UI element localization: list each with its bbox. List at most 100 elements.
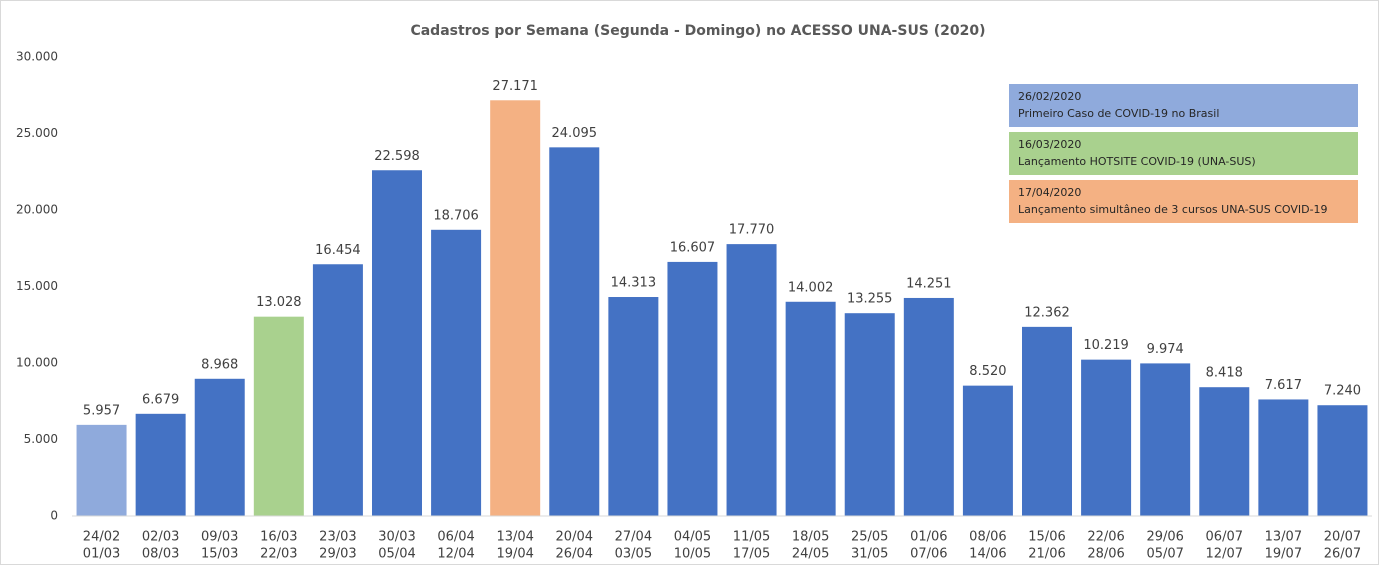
value-label: 16.454 xyxy=(315,243,361,258)
value-label: 8.418 xyxy=(1206,366,1243,381)
value-label: 13.255 xyxy=(847,292,893,307)
x-tick-label: 31/05 xyxy=(851,547,888,562)
bar xyxy=(962,385,1013,516)
value-label: 10.219 xyxy=(1083,338,1129,353)
annotation-box xyxy=(1009,180,1358,223)
bar xyxy=(1081,359,1132,516)
x-tick-label: 22/06 xyxy=(1087,530,1124,545)
x-tick-label: 10/05 xyxy=(674,547,711,562)
value-label: 7.240 xyxy=(1324,384,1361,399)
bar xyxy=(1199,387,1250,516)
annotation-box xyxy=(1009,84,1358,127)
y-tick-label: 20.000 xyxy=(16,203,58,217)
value-label: 14.313 xyxy=(611,276,657,291)
x-tick-label: 29/03 xyxy=(319,547,356,562)
bar xyxy=(549,147,600,516)
bar xyxy=(490,100,541,517)
bar xyxy=(608,297,659,516)
x-tick-label: 16/03 xyxy=(260,530,297,545)
x-tick-label: 06/04 xyxy=(437,530,474,545)
bar xyxy=(1258,399,1309,516)
bar xyxy=(1140,363,1191,516)
value-label: 24.095 xyxy=(552,126,598,141)
bar xyxy=(903,297,954,516)
bar xyxy=(253,316,304,516)
chart-title: Cadastros por Semana (Segunda - Domingo)… xyxy=(410,23,985,39)
x-tick-label: 12/04 xyxy=(437,547,474,562)
value-label: 5.957 xyxy=(83,403,120,418)
annotation-text: Primeiro Caso de COVID-19 no Brasil xyxy=(1018,107,1219,120)
value-label: 22.598 xyxy=(374,149,420,164)
x-tick-label: 21/06 xyxy=(1028,547,1065,562)
y-tick-label: 5.000 xyxy=(24,432,58,446)
x-tick-label: 07/06 xyxy=(910,547,947,562)
x-tick-label: 27/04 xyxy=(615,530,652,545)
bar xyxy=(726,244,777,516)
annotation-date: 26/02/2020 xyxy=(1018,90,1081,103)
bar xyxy=(431,229,482,516)
x-tick-label: 13/07 xyxy=(1265,530,1302,545)
x-tick-label: 24/02 xyxy=(83,530,120,545)
value-label: 7.617 xyxy=(1265,378,1302,393)
x-tick-label: 19/07 xyxy=(1265,547,1302,562)
annotation-text: Lançamento HOTSITE COVID-19 (UNA-SUS) xyxy=(1018,155,1256,168)
value-label: 16.607 xyxy=(670,240,716,255)
x-tick-label: 18/05 xyxy=(792,530,829,545)
x-tick-label: 04/05 xyxy=(674,530,711,545)
value-label: 13.028 xyxy=(256,295,302,310)
x-tick-label: 15/06 xyxy=(1028,530,1065,545)
x-tick-label: 01/06 xyxy=(910,530,947,545)
value-label: 8.520 xyxy=(969,364,1006,379)
bar xyxy=(194,378,245,516)
bar xyxy=(76,424,127,516)
x-tick-label: 15/03 xyxy=(201,547,238,562)
x-tick-label: 05/07 xyxy=(1146,547,1183,562)
x-tick-label: 30/03 xyxy=(378,530,415,545)
value-label: 12.362 xyxy=(1024,305,1070,320)
bar xyxy=(1317,405,1368,516)
x-tick-label: 08/03 xyxy=(142,547,179,562)
x-tick-label: 09/03 xyxy=(201,530,238,545)
x-tick-label: 01/03 xyxy=(83,547,120,562)
x-tick-label: 20/07 xyxy=(1324,530,1361,545)
x-tick-label: 28/06 xyxy=(1087,547,1124,562)
x-tick-label: 24/05 xyxy=(792,547,829,562)
bar xyxy=(1022,326,1072,516)
x-tick-label: 23/03 xyxy=(319,530,356,545)
x-tick-label: 22/03 xyxy=(260,547,297,562)
value-label: 6.679 xyxy=(142,392,179,407)
value-label: 14.002 xyxy=(788,280,834,295)
annotation-text: Lançamento simultâneo de 3 cursos UNA-SU… xyxy=(1018,203,1328,216)
x-tick-label: 02/03 xyxy=(142,530,179,545)
x-tick-label: 14/06 xyxy=(969,547,1006,562)
x-tick-label: 26/07 xyxy=(1324,547,1361,562)
value-label: 17.770 xyxy=(729,223,775,238)
x-tick-label: 05/04 xyxy=(378,547,415,562)
x-tick-label: 06/07 xyxy=(1206,530,1243,545)
value-label: 14.251 xyxy=(906,276,952,291)
bar xyxy=(135,413,186,516)
value-label: 18.706 xyxy=(433,208,479,223)
y-tick-label: 0 xyxy=(50,509,58,523)
value-label: 8.968 xyxy=(201,357,238,372)
x-tick-label: 20/04 xyxy=(556,530,593,545)
x-tick-label: 25/05 xyxy=(851,530,888,545)
x-tick-label: 08/06 xyxy=(969,530,1006,545)
annotation-box xyxy=(1009,132,1358,175)
x-tick-label: 03/05 xyxy=(615,547,652,562)
x-tick-label: 29/06 xyxy=(1146,530,1183,545)
bar xyxy=(785,301,836,516)
y-tick-label: 30.000 xyxy=(16,50,58,64)
x-tick-label: 13/04 xyxy=(496,530,533,545)
y-tick-label: 10.000 xyxy=(16,356,58,370)
y-tick-label: 15.000 xyxy=(16,279,58,293)
annotation-date: 16/03/2020 xyxy=(1018,138,1081,151)
value-label: 9.974 xyxy=(1147,342,1184,357)
value-label: 27.171 xyxy=(492,79,538,94)
bar xyxy=(667,261,718,516)
x-tick-label: 12/07 xyxy=(1206,547,1243,562)
bar xyxy=(844,313,895,516)
x-tick-label: 17/05 xyxy=(733,547,770,562)
bar xyxy=(312,264,363,516)
